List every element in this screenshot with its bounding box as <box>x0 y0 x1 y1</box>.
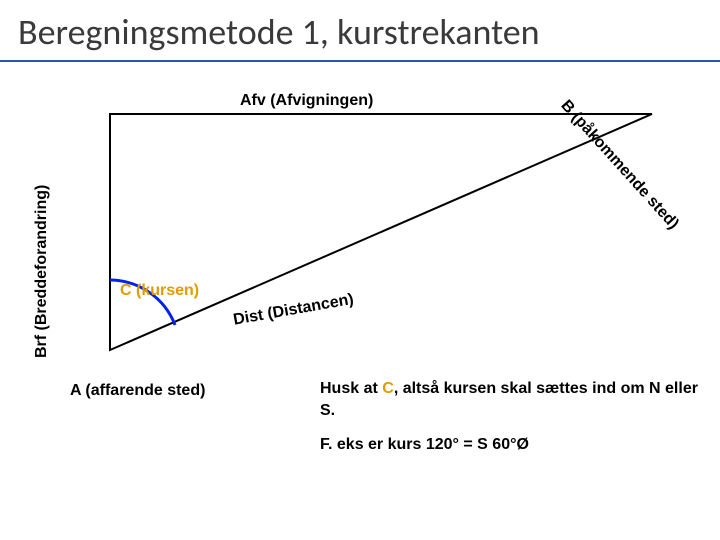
note-segment: F. eks er kurs 120° = S 60°Ø <box>320 436 529 453</box>
note-segment: C <box>382 380 394 397</box>
triangle <box>110 114 652 350</box>
note-segment: Husk at <box>320 380 382 397</box>
label-afv: Afv (Afvigningen) <box>240 92 373 110</box>
title-bar: Beregningsmetode 1, kurstrekanten <box>0 0 720 62</box>
note-line2: F. eks er kurs 120° = S 60°Ø <box>320 434 529 456</box>
label-a: A (affarende sted) <box>70 382 205 400</box>
note-line1: Husk at C, altså kursen skal sættes ind … <box>320 378 700 421</box>
triangle-svg <box>0 62 720 402</box>
diagram-canvas: Afv (Afvigningen) Brf (Breddeforandring)… <box>0 62 720 540</box>
page-title: Beregningsmetode 1, kurstrekanten <box>18 10 540 54</box>
label-c: C (kursen) <box>120 282 199 300</box>
label-brf: Brf (Breddeforandring) <box>33 185 51 358</box>
